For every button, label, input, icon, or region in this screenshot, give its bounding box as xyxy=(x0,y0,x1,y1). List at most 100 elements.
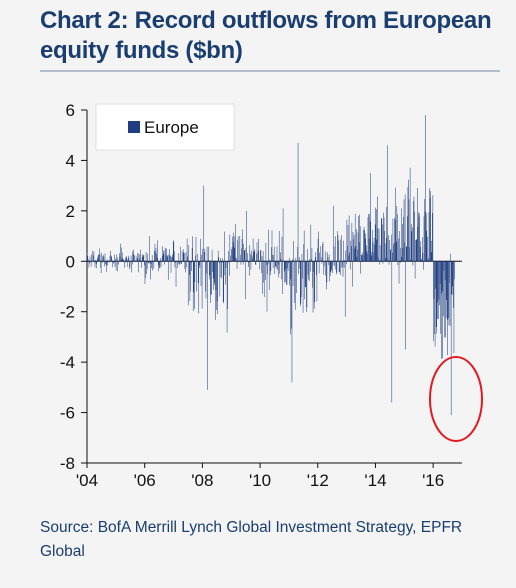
europe-bar xyxy=(342,261,343,267)
europe-bar xyxy=(390,249,391,262)
europe-bar xyxy=(318,261,320,274)
europe-bar xyxy=(291,261,293,383)
europe-bar xyxy=(332,261,333,274)
europe-bar xyxy=(277,261,278,271)
europe-bar xyxy=(268,261,270,291)
europe-bar xyxy=(333,205,334,262)
europe-bar xyxy=(156,257,158,262)
y-tick-label: -8 xyxy=(60,454,75,473)
europe-bar xyxy=(123,259,125,262)
europe-bar xyxy=(357,232,359,262)
europe-bar xyxy=(416,239,418,262)
europe-bar xyxy=(234,247,235,262)
europe-bar xyxy=(368,238,370,262)
europe-bar xyxy=(124,261,125,268)
europe-bar xyxy=(177,261,178,269)
europe-bar xyxy=(374,244,375,262)
europe-bar xyxy=(288,261,289,264)
europe-bar xyxy=(414,261,416,279)
europe-bar xyxy=(356,256,358,262)
europe-bar xyxy=(378,257,379,262)
europe-bar xyxy=(435,261,436,289)
europe-bar xyxy=(261,261,262,274)
europe-bar xyxy=(445,261,447,319)
europe-bar xyxy=(153,261,155,269)
europe-bar xyxy=(260,250,262,262)
europe-bar xyxy=(399,231,400,262)
europe-bar xyxy=(349,252,350,262)
europe-bar xyxy=(181,261,182,264)
europe-bar xyxy=(160,261,162,267)
europe-bar xyxy=(174,251,175,262)
europe-bar xyxy=(146,261,147,274)
europe-bar xyxy=(364,230,365,262)
europe-bar xyxy=(273,246,275,262)
europe-bar xyxy=(255,261,257,265)
europe-bar xyxy=(377,228,379,262)
europe-bar xyxy=(351,222,353,262)
europe-bar xyxy=(203,185,205,262)
europe-bar xyxy=(397,214,398,262)
europe-bar xyxy=(179,261,180,266)
europe-bar xyxy=(448,261,450,326)
europe-bar xyxy=(408,179,409,262)
europe-bar xyxy=(217,250,219,262)
europe-bar xyxy=(338,261,340,272)
europe-bar xyxy=(442,261,444,292)
europe-bar xyxy=(299,257,300,262)
europe-bar xyxy=(104,253,106,262)
europe-bar xyxy=(151,261,152,269)
europe-bar xyxy=(231,247,233,262)
europe-bar xyxy=(97,256,99,262)
europe-bar xyxy=(310,224,312,262)
europe-bar xyxy=(351,246,352,262)
europe-bar xyxy=(208,246,210,262)
europe-bar xyxy=(412,261,414,266)
legend: Europe xyxy=(95,103,235,151)
europe-bar xyxy=(398,261,400,284)
europe-bar xyxy=(224,261,226,276)
europe-bar xyxy=(243,243,244,262)
europe-bar xyxy=(213,261,215,290)
europe-bar xyxy=(327,252,328,262)
europe-bar xyxy=(305,261,307,287)
europe-bar xyxy=(424,198,425,262)
europe-bar xyxy=(129,261,130,270)
europe-bar xyxy=(99,254,101,262)
europe-bar xyxy=(256,253,257,262)
europe-bar xyxy=(437,261,438,320)
europe-bar xyxy=(276,261,277,269)
europe-bar xyxy=(171,256,173,262)
europe-bar xyxy=(375,207,376,262)
europe-bar xyxy=(94,261,95,263)
europe-bar xyxy=(300,261,301,307)
europe-bar xyxy=(318,231,319,262)
europe-bar xyxy=(263,261,265,298)
europe-bar xyxy=(114,254,115,262)
europe-bar xyxy=(95,261,97,264)
europe-bar xyxy=(401,256,403,262)
europe-bar xyxy=(385,258,386,262)
europe-bar xyxy=(312,261,314,313)
europe-bar xyxy=(405,261,406,350)
highlight-annotation xyxy=(429,356,483,442)
europe-bar xyxy=(210,261,211,303)
europe-bar xyxy=(175,261,177,287)
europe-bar xyxy=(226,261,228,333)
europe-bar xyxy=(369,214,370,262)
europe-bar xyxy=(303,230,305,262)
europe-bar xyxy=(221,261,222,279)
europe-bar xyxy=(107,259,109,262)
europe-bar xyxy=(295,257,297,262)
europe-bar xyxy=(328,254,330,262)
chart-plot: 6 4 2 0 -2 -4 -6 -8 '04 '06 '08 '10 '12 '14 '16 Europ… xyxy=(60,101,483,490)
europe-bar xyxy=(430,191,431,262)
europe-bar xyxy=(304,261,305,300)
europe-bar xyxy=(278,261,279,278)
europe-bar xyxy=(236,258,237,262)
europe-bar xyxy=(241,239,243,262)
europe-bar xyxy=(115,261,117,271)
europe-bar xyxy=(379,261,380,265)
europe-bar xyxy=(369,221,371,262)
europe-bar xyxy=(252,258,253,262)
